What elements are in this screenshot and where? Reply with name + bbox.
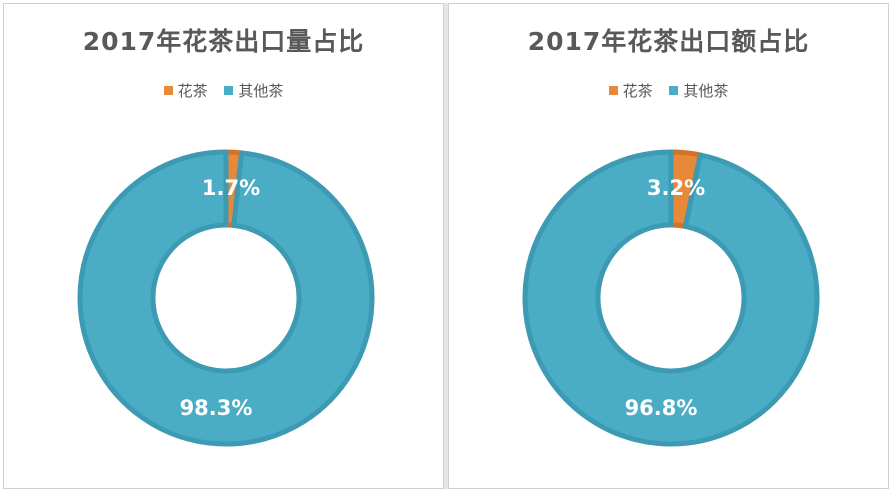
- legend-swatch-flower-tea: [163, 86, 173, 95]
- donut-chart: 3.2% 96.8%: [522, 149, 820, 447]
- chart-title: 2017年花茶出口量占比: [82, 27, 365, 56]
- chart-legend: 花茶 其他茶: [4, 80, 443, 101]
- legend-label: 其他茶: [238, 82, 284, 100]
- legend-swatch-other-tea: [224, 86, 234, 95]
- donut-chart: 1.7% 98.3%: [77, 149, 375, 447]
- chart-title: 2017年花茶出口额占比: [527, 27, 810, 56]
- legend-swatch-other-tea: [669, 86, 679, 95]
- legend-label: 花茶: [177, 82, 208, 100]
- slice-other-tea: [522, 149, 820, 447]
- data-label-flower-tea: 3.2%: [647, 176, 705, 200]
- legend-item-other-tea: 其他茶: [224, 80, 283, 101]
- legend-item-flower-tea: 花茶: [608, 80, 653, 101]
- chart-panel-volume: 2017年花茶出口量占比 花茶 其他茶 1.7% 98.3%: [3, 3, 444, 489]
- data-label-flower-tea: 1.7%: [202, 176, 260, 200]
- legend-label: 花茶: [622, 82, 653, 100]
- chart-legend: 花茶 其他茶: [449, 80, 888, 101]
- legend-swatch-flower-tea: [608, 86, 618, 95]
- legend-label: 其他茶: [683, 82, 729, 100]
- legend-item-other-tea: 其他茶: [669, 80, 728, 101]
- data-label-other-tea: 98.3%: [180, 396, 253, 420]
- data-label-other-tea: 96.8%: [625, 396, 698, 420]
- slice-other-tea: [77, 149, 375, 447]
- chart-panel-value: 2017年花茶出口额占比 花茶 其他茶 3.2% 96.8%: [448, 3, 889, 489]
- panel-divider: [444, 3, 448, 489]
- legend-item-flower-tea: 花茶: [163, 80, 208, 101]
